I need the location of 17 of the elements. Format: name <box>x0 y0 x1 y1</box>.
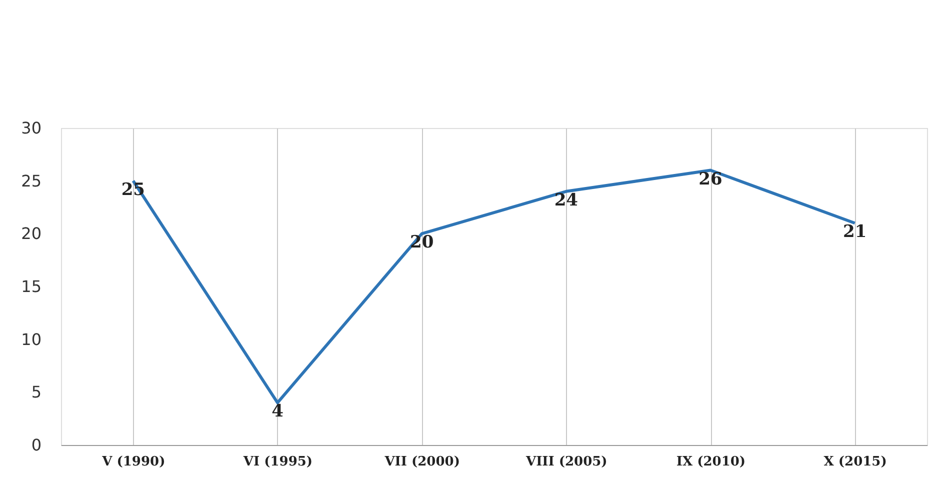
y-tick-label: 10 <box>21 330 42 349</box>
x-tick-label: V (1990) <box>101 454 166 470</box>
y-tick-label: 15 <box>21 277 42 296</box>
y-tick-label: 5 <box>31 382 42 402</box>
data-label: 4 <box>272 402 284 422</box>
x-tick-label: VI (1995) <box>242 454 313 470</box>
data-label: 21 <box>842 222 867 242</box>
x-tick-label: IX (2010) <box>676 454 746 470</box>
y-tick-label: 0 <box>31 436 42 454</box>
x-tick-label: X (2015) <box>824 454 887 470</box>
data-label: 24 <box>554 190 578 210</box>
y-tick-label: 20 <box>21 224 42 244</box>
y-tick-label: 30 <box>21 118 42 138</box>
y-tick-label: 25 <box>21 171 42 190</box>
data-label: 26 <box>698 169 722 190</box>
x-tick-label: VII (2000) <box>384 454 460 470</box>
x-tick-label: VIII (2005) <box>524 454 608 470</box>
